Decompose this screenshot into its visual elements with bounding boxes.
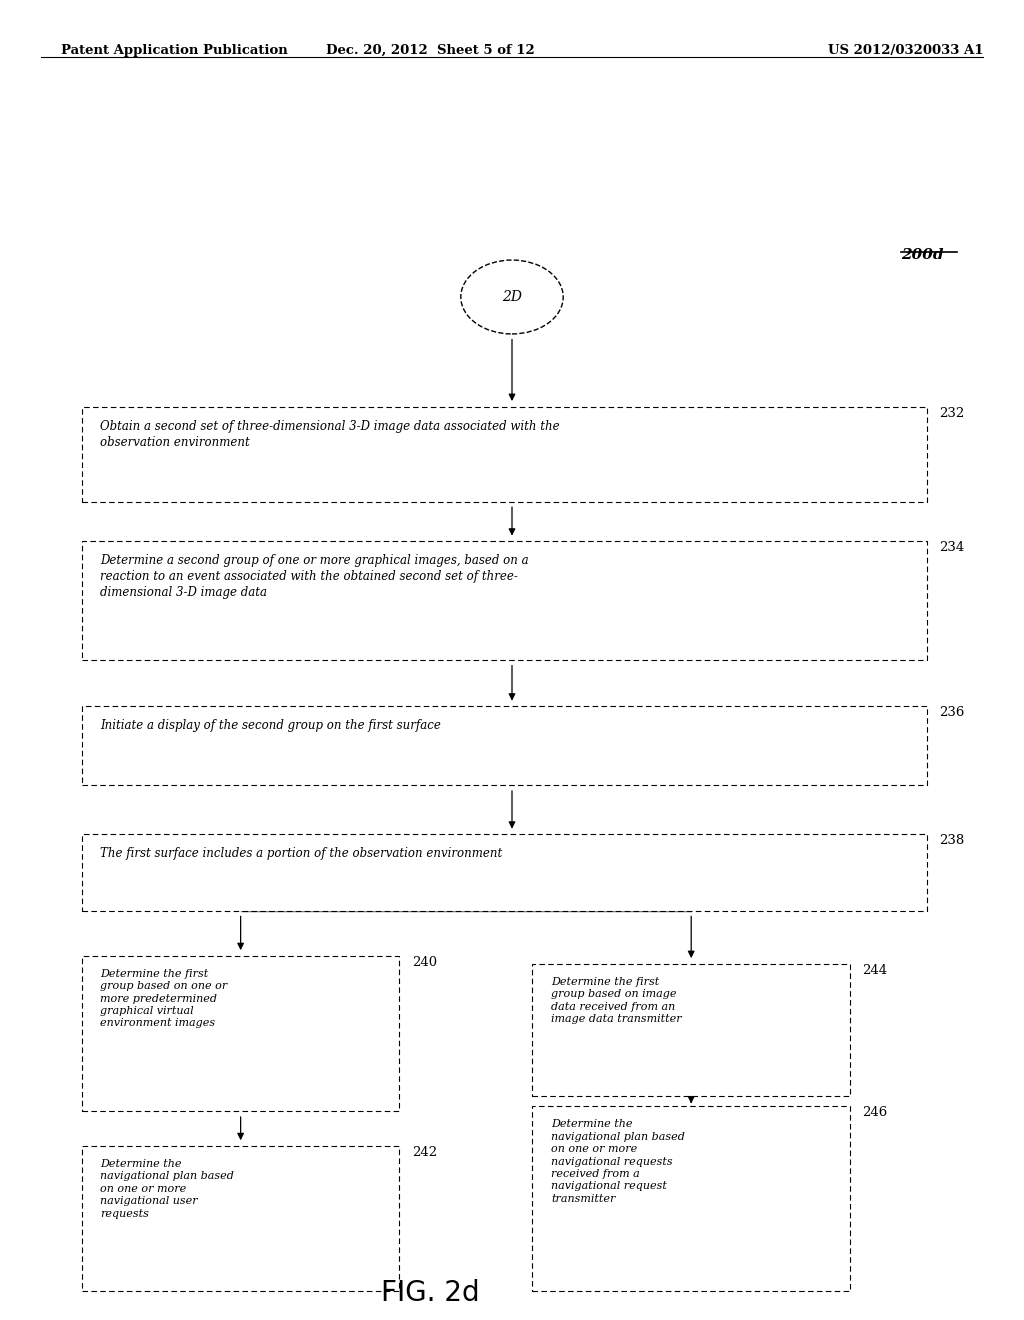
Text: 242: 242 (412, 1146, 437, 1159)
Text: Determine the first
group based on image
data received from an
image data transm: Determine the first group based on image… (551, 977, 682, 1024)
Text: Determine the
navigational plan based
on one or more
navigational user
requests: Determine the navigational plan based on… (100, 1159, 234, 1218)
FancyBboxPatch shape (82, 407, 927, 502)
Text: US 2012/0320033 A1: US 2012/0320033 A1 (827, 44, 983, 57)
FancyBboxPatch shape (82, 834, 927, 911)
Text: 234: 234 (939, 541, 965, 554)
Text: FIG. 2d: FIG. 2d (381, 1279, 479, 1307)
Text: Obtain a second set of three-dimensional 3-D image data associated with the
obse: Obtain a second set of three-dimensional… (100, 420, 560, 449)
Text: 236: 236 (939, 706, 965, 719)
Text: 246: 246 (862, 1106, 888, 1119)
Text: 244: 244 (862, 964, 888, 977)
Text: Determine a second group of one or more graphical images, based on a
reaction to: Determine a second group of one or more … (100, 554, 529, 599)
Text: 2D: 2D (502, 290, 522, 304)
Text: 238: 238 (939, 834, 965, 847)
Text: Dec. 20, 2012  Sheet 5 of 12: Dec. 20, 2012 Sheet 5 of 12 (326, 44, 535, 57)
Text: 240: 240 (412, 956, 437, 969)
Text: Initiate a display of the second group on the first surface: Initiate a display of the second group o… (100, 719, 441, 733)
Text: 232: 232 (939, 407, 965, 420)
FancyBboxPatch shape (532, 1106, 850, 1291)
FancyBboxPatch shape (82, 706, 927, 785)
FancyBboxPatch shape (532, 964, 850, 1096)
FancyBboxPatch shape (82, 956, 399, 1111)
Text: Determine the
navigational plan based
on one or more
navigational requests
recei: Determine the navigational plan based on… (551, 1119, 685, 1204)
FancyBboxPatch shape (82, 1146, 399, 1291)
Text: Determine the first
group based on one or
more predetermined
graphical virtual
e: Determine the first group based on one o… (100, 969, 227, 1028)
Text: 200d: 200d (901, 248, 944, 263)
Text: Patent Application Publication: Patent Application Publication (61, 44, 288, 57)
FancyBboxPatch shape (82, 541, 927, 660)
Text: The first surface includes a portion of the observation environment: The first surface includes a portion of … (100, 847, 503, 861)
